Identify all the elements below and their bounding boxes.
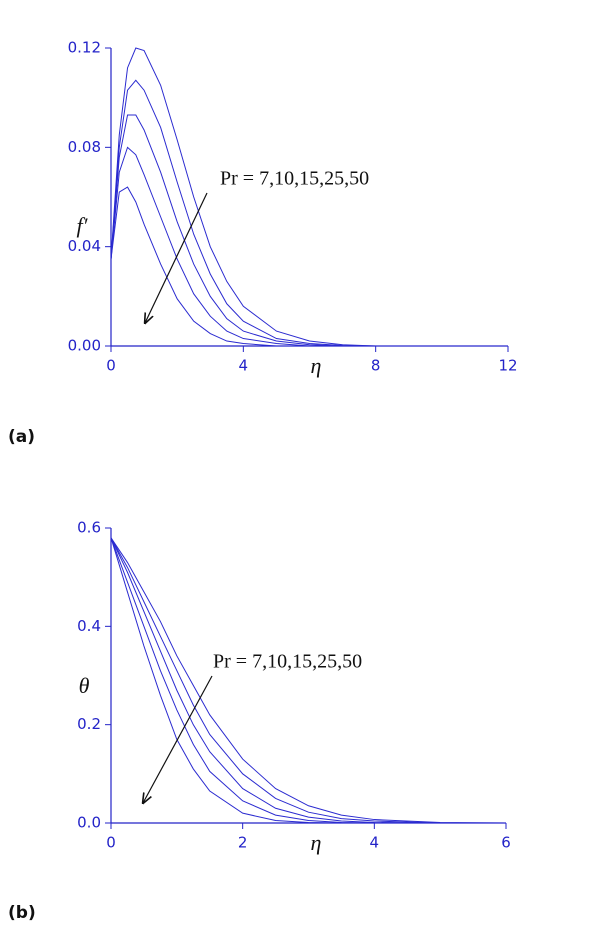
curve (110, 537, 507, 824)
y-axis-label: θ (79, 673, 90, 698)
curve (110, 79, 508, 347)
y-tick-label: 0.6 (77, 519, 101, 537)
x-tick-label: 0 (106, 357, 116, 375)
x-tick-label: 2 (238, 834, 248, 852)
y-tick-label: 0.08 (68, 138, 101, 156)
curve (110, 537, 506, 824)
curve (110, 537, 506, 824)
y-tick-label: 0.12 (68, 39, 101, 57)
x-axis-label: η (311, 830, 322, 855)
x-tick-label: 12 (498, 357, 517, 375)
curve (110, 537, 506, 824)
y-tick-label: 0.4 (77, 617, 101, 635)
x-axis-label: η (311, 353, 322, 378)
y-tick-label: 0.0 (77, 814, 101, 832)
annotation: Pr = 7,10,15,25,50 (220, 168, 369, 190)
annotation-arrow (145, 192, 208, 323)
annotation: Pr = 7,10,15,25,50 (213, 651, 362, 673)
x-tick-label: 8 (371, 357, 381, 375)
y-axis-label: f′ (77, 213, 89, 238)
x-tick-label: 4 (370, 834, 380, 852)
x-tick-label: 6 (501, 834, 511, 852)
annotation-arrow (143, 675, 213, 803)
y-tick-label: 0.2 (77, 715, 101, 733)
curve (110, 186, 508, 347)
curve (110, 537, 506, 824)
curve (110, 114, 508, 347)
panel-label: (a) (8, 427, 35, 447)
curve (110, 47, 508, 347)
x-tick-label: 4 (239, 357, 249, 375)
y-tick-label: 0.04 (68, 237, 101, 255)
panel-label: (b) (8, 903, 36, 923)
y-tick-label: 0.00 (68, 337, 101, 355)
x-tick-label: 0 (106, 834, 116, 852)
